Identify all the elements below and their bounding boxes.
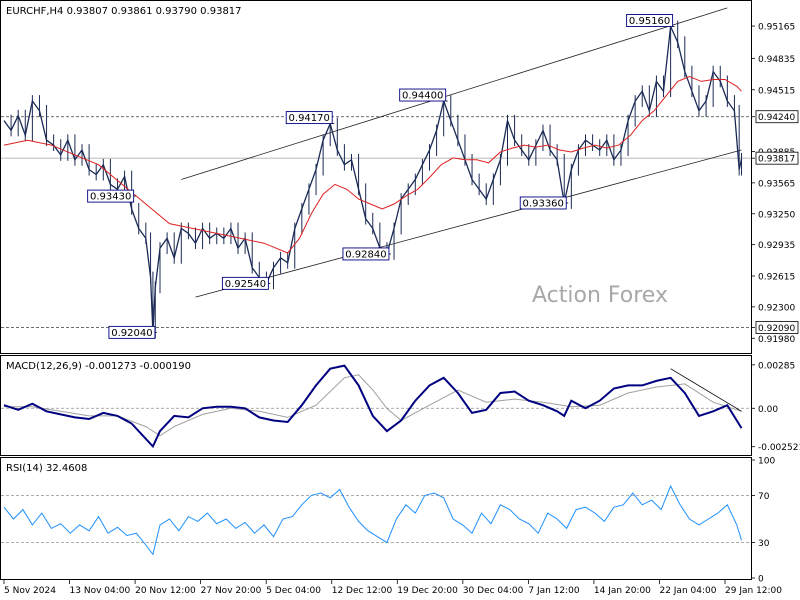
annotation-box [342,247,390,261]
y-tick-label: 0.93817 [758,155,795,165]
macd-trend-line [670,368,742,412]
annotation-box [626,14,674,27]
y-tick-label: 0.93565 [758,179,795,189]
y-tick-label: 0.94835 [758,55,795,65]
x-tick-label: 5 Dec 04:00 [266,586,321,596]
annotation-label: 0.92840 [345,249,386,260]
y-tick-label: 0.92300 [758,303,795,313]
y-tick-label: 0.92935 [758,241,795,251]
y-level-box [755,110,799,124]
channel-lower-line [195,149,742,298]
y-level-box [755,321,799,334]
x-tick-label: 30 Dec 04:00 [463,586,524,596]
x-tick-label: 19 Dec 20:00 [397,586,458,596]
x-tick-label: 20 Nov 12:00 [135,586,196,596]
x-tick-label: 5 Nov 2024 [4,586,56,596]
annotation-label: 0.92040 [111,328,152,339]
macd-signal-line [4,374,742,437]
watermark-text: Action Forex [532,283,668,308]
symbol-header: EURCHF,H4 0.93807 0.93861 0.93790 0.9381… [6,6,242,17]
macd-y-tick-label: 0.00 [758,405,778,415]
x-tick-label: 29 Jan 12:00 [725,586,782,596]
x-tick-label: 22 Jan 04:00 [659,586,716,596]
y-tick-label: 0.91980 [758,335,795,345]
x-tick-label: 27 Nov 20:00 [201,586,262,596]
annotation-label: 0.92540 [225,279,266,290]
x-tick-label: 7 Jan 12:00 [528,586,580,596]
main-panel-frame [0,0,752,354]
rsi-y-tick-label: 0 [758,575,764,585]
rsi-line [3,484,742,556]
annotation-label: 0.94170 [289,113,330,124]
annotation-box [87,189,135,203]
x-tick-label: 14 Jan 20:00 [594,586,651,596]
annotation-label: 0.93430 [90,192,131,203]
y-tick-label: 0.93250 [758,210,795,220]
x-tick-label: 13 Nov 04:00 [70,586,131,596]
rsi-panel-frame [0,457,752,580]
y-tick-label: 0.95165 [758,23,795,33]
rsi-y-tick-label: 70 [758,492,770,502]
channel-upper-line [181,7,728,180]
annotation-label: 0.95160 [629,16,670,27]
rsi-header: RSI(14) 32.4608 [6,463,87,474]
rsi-y-tick-label: 30 [758,539,770,549]
macd-header: MACD(12,26,9) -0.001273 -0.000190 [6,361,191,372]
y-tick-label: 0.92090 [758,324,795,334]
annotation-box [285,111,333,125]
macd-panel-frame [0,355,752,456]
moving-average-line [3,75,742,254]
annotation-label: 0.94400 [402,91,443,102]
annotation-box [221,276,269,290]
annotation-label: 0.93360 [523,198,564,209]
price-series-line [3,24,743,333]
y-tick-label: 0.94240 [758,113,795,123]
x-tick-label: 12 Dec 12:00 [332,586,393,596]
macd-y-tick-label: 0.00285 [758,361,795,371]
annotation-box [519,196,567,210]
y-level-box [755,151,799,165]
macd-line [3,364,743,449]
macd-y-tick-label: -0.002521 [758,443,800,453]
annotation-box [399,88,447,102]
rsi-y-tick-label: 100 [758,457,775,467]
y-tick-label: 0.92615 [758,273,795,283]
annotation-box [108,325,156,339]
y-tick-label: 0.94515 [758,86,795,96]
